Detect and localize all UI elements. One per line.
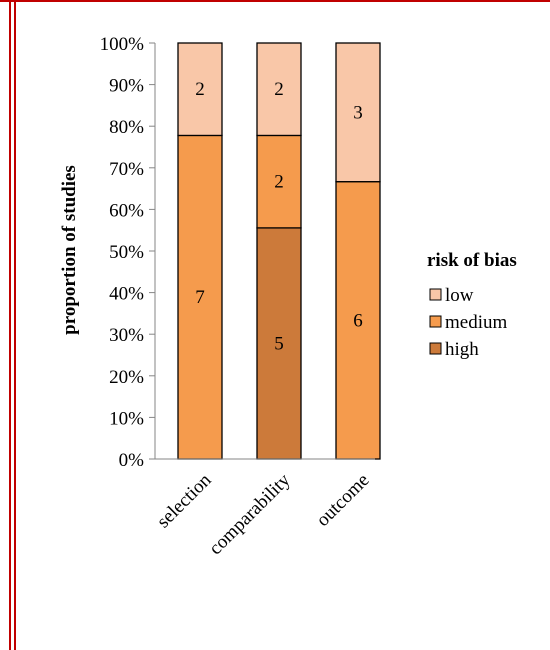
data-label: 3 xyxy=(353,102,363,123)
data-label: 7 xyxy=(195,287,205,308)
frame-top-border xyxy=(0,0,550,2)
bar-segment-low xyxy=(256,42,302,137)
y-tick-label: 50% xyxy=(109,242,144,263)
legend-swatch-high xyxy=(429,342,442,355)
data-label: 6 xyxy=(353,310,363,331)
bars: 072522063 xyxy=(177,42,381,460)
data-label: 5 xyxy=(274,333,284,354)
data-label: 2 xyxy=(195,79,205,100)
x-category-label: outcome xyxy=(312,470,373,531)
data-label: 2 xyxy=(274,79,284,100)
legend-label-medium: medium xyxy=(445,312,507,333)
y-axis: 0% 10% 20% 30% 40% 50% 60% 70% 80% 90% 100% xyxy=(100,34,156,471)
frame-left-border-inner xyxy=(14,0,16,650)
y-tick-label: 70% xyxy=(109,159,144,180)
legend-swatch-low xyxy=(429,288,442,301)
bar-segment-low xyxy=(335,42,381,183)
bar-segment-medium xyxy=(335,181,381,460)
x-category-label: selection xyxy=(153,469,216,532)
y-tick-label: 20% xyxy=(109,367,144,388)
data-label: 2 xyxy=(274,172,284,193)
y-tick-label: 90% xyxy=(109,76,144,97)
bar-segment-low xyxy=(177,42,223,137)
frame-left-border-outer xyxy=(9,0,11,650)
legend-title: risk of bias xyxy=(427,250,517,271)
y-tick-label: 30% xyxy=(109,325,144,346)
y-tick-label: 0% xyxy=(119,450,145,471)
y-axis-title: proportion of studies xyxy=(59,165,80,335)
legend: risk of bias low medium high xyxy=(427,250,517,360)
y-tick-label: 80% xyxy=(109,117,144,138)
legend-label-low: low xyxy=(445,285,474,306)
legend-label-high: high xyxy=(445,339,479,360)
y-tick-label: 60% xyxy=(109,200,144,221)
y-tick-label: 100% xyxy=(100,34,145,55)
x-category-label: comparability xyxy=(205,469,295,559)
y-tick-label: 40% xyxy=(109,284,144,305)
legend-swatch-medium xyxy=(429,315,442,328)
y-tick-label: 10% xyxy=(109,408,144,429)
